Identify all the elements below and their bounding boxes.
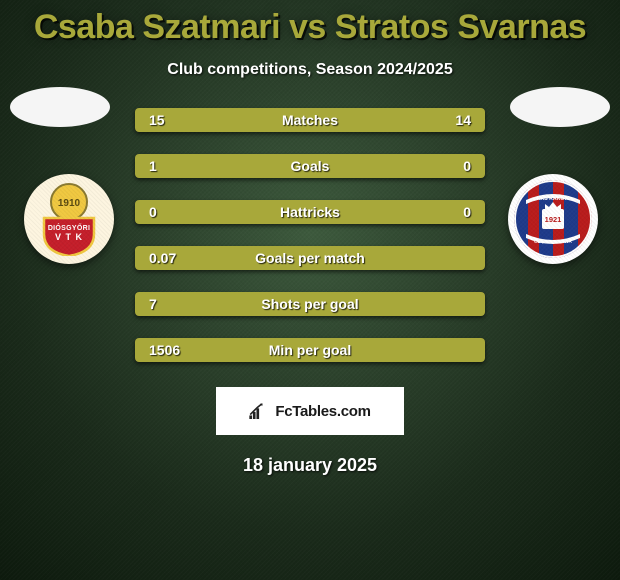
- stat-label: Goals per match: [255, 250, 365, 266]
- stat-value-right: 0: [463, 204, 471, 220]
- stat-label: Min per goal: [269, 342, 351, 358]
- stat-row: Goals per match 0.07: [0, 245, 620, 271]
- stat-value-left: 1: [149, 158, 157, 174]
- stat-row: Shots per goal 7: [0, 291, 620, 317]
- stat-label: Shots per goal: [261, 296, 358, 312]
- stat-bar-right-fill: [398, 154, 486, 178]
- stat-bar: Shots per goal 7: [135, 292, 485, 316]
- date-text: 18 january 2025: [243, 455, 377, 476]
- page-title: Csaba Szatmari vs Stratos Svarnas: [34, 8, 586, 47]
- player-photo-right: [510, 87, 610, 127]
- stat-row: Goals 1 0: [0, 153, 620, 179]
- stat-value-right: 0: [463, 158, 471, 174]
- stat-row: Hattricks 0 0: [0, 199, 620, 225]
- stat-value-left: 1506: [149, 342, 180, 358]
- stat-bar: Min per goal 1506: [135, 338, 485, 362]
- subtitle: Club competitions, Season 2024/2025: [167, 61, 452, 79]
- stat-value-left: 0.07: [149, 250, 176, 266]
- stat-label: Matches: [282, 112, 338, 128]
- stat-bar-left-fill: [135, 154, 398, 178]
- stat-row: Min per goal 1506: [0, 337, 620, 363]
- stat-label: Hattricks: [280, 204, 340, 220]
- stat-bar: Goals 1 0: [135, 154, 485, 178]
- stat-value-left: 15: [149, 112, 165, 128]
- stat-row: Matches 15 14: [0, 107, 620, 133]
- stat-value-left: 0: [149, 204, 157, 220]
- stat-bar: Matches 15 14: [135, 108, 485, 132]
- attribution-text: FcTables.com: [275, 403, 370, 420]
- stat-bar: Goals per match 0.07: [135, 246, 485, 270]
- attribution-badge: FcTables.com: [216, 387, 404, 435]
- stat-label: Goals: [291, 158, 330, 174]
- stats-container: Matches 15 14 Goals 1 0 Hattricks 0 0 Goals per m…: [0, 107, 620, 363]
- stat-value-left: 7: [149, 296, 157, 312]
- fctables-icon: [249, 403, 271, 419]
- player-photo-left: [10, 87, 110, 127]
- stat-value-right: 14: [455, 112, 471, 128]
- content-wrapper: Csaba Szatmari vs Stratos Svarnas Club c…: [0, 0, 620, 580]
- stat-bar: Hattricks 0 0: [135, 200, 485, 224]
